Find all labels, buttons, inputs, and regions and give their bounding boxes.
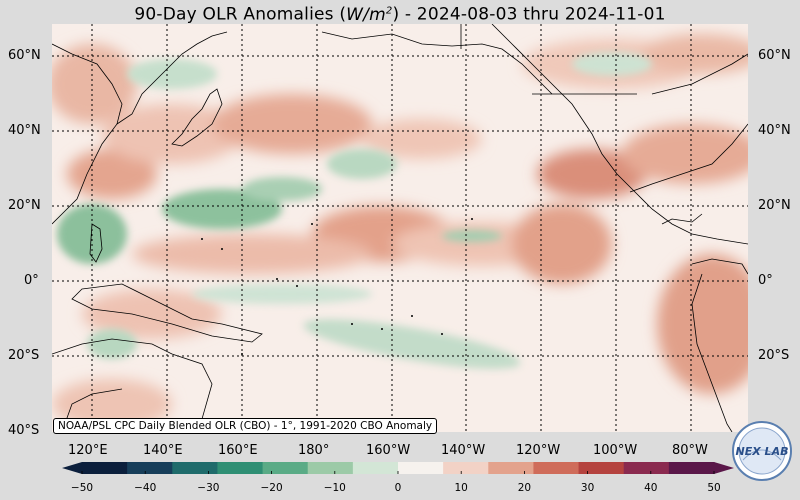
lon-label-80w: 80°W (672, 443, 708, 458)
data-source-credit: NOAA/PSL CPC Daily Blended OLR (CBO) - 1… (53, 418, 438, 434)
colorbar-segment (82, 462, 128, 474)
colorbar-segment (172, 462, 218, 474)
lon-label-160w: 160°W (366, 443, 411, 458)
colorbar-tick-label: −10 (323, 482, 346, 494)
negative-anomaly-field (57, 52, 652, 369)
map-title: 90-Day OLR Anomalies (W/m2) - 2024-08-03… (134, 4, 666, 25)
colorbar-max-extend (714, 462, 734, 474)
colorbar-segment (533, 462, 580, 474)
colorbar-tick-label: 50 (707, 482, 721, 494)
colorbar-tick-label: 20 (517, 482, 532, 494)
graticule (52, 24, 748, 432)
colorbar-segment (262, 462, 309, 474)
lat-label-20s-right: 20°S (758, 348, 790, 363)
colorbar-segment (352, 462, 399, 474)
lat-label-40n-left: 40°N (8, 123, 41, 138)
island-dots (201, 218, 551, 355)
lat-label-40n-right: 40°N (758, 123, 791, 138)
colorbar-segment (307, 462, 354, 474)
nex-lab-logo: NEX LAB (732, 421, 792, 481)
colorbar-tick-label: 10 (454, 482, 468, 494)
colorbar-segment (443, 462, 489, 474)
colorbar-segment (127, 462, 173, 474)
lon-label-140w: 140°W (441, 443, 486, 458)
colorbar-tick-label: −30 (197, 482, 220, 494)
colorbar (62, 462, 734, 474)
olr-anomaly-map (52, 24, 748, 432)
lat-label-60n-right: 60°N (758, 48, 791, 63)
colorbar-segment (668, 462, 715, 474)
lon-label-120w: 120°W (516, 443, 561, 458)
colorbar-tick-label: −20 (260, 482, 283, 494)
lat-label-20n-left: 20°N (8, 198, 41, 213)
logo-text: NEX LAB (736, 445, 789, 458)
lat-label-40s-left: 40°S (8, 423, 40, 438)
colorbar-tick-label: 30 (580, 482, 595, 494)
lat-label-eq-right: 0° (758, 273, 773, 288)
lat-label-20s-left: 20°S (8, 348, 40, 363)
colorbar-tick-label: −40 (134, 482, 157, 494)
lat-label-20n-right: 20°N (758, 198, 791, 213)
coastlines (52, 24, 748, 432)
colorbar-tick-label: 0 (394, 482, 402, 494)
colorbar-min-extend (62, 462, 82, 474)
positive-anomaly-field (52, 34, 748, 429)
map-canvas (52, 24, 748, 432)
lon-label-120e: 120°E (68, 443, 108, 458)
lon-label-100w: 100°W (593, 443, 638, 458)
colorbar-segment (217, 462, 264, 474)
lat-label-60n-left: 60°N (8, 48, 41, 63)
colorbar-tick-label: 40 (644, 482, 658, 494)
lat-label-eq-left: 0° (24, 273, 39, 288)
colorbar-segment (398, 462, 444, 474)
colorbar-segment (488, 462, 534, 474)
colorbar-segment (578, 462, 625, 474)
colorbar-segment (623, 462, 670, 474)
lon-label-160e: 160°E (218, 443, 258, 458)
lon-label-140e: 140°E (143, 443, 183, 458)
colorbar-tick-label: −50 (70, 482, 94, 494)
lon-label-180: 180° (298, 443, 330, 458)
